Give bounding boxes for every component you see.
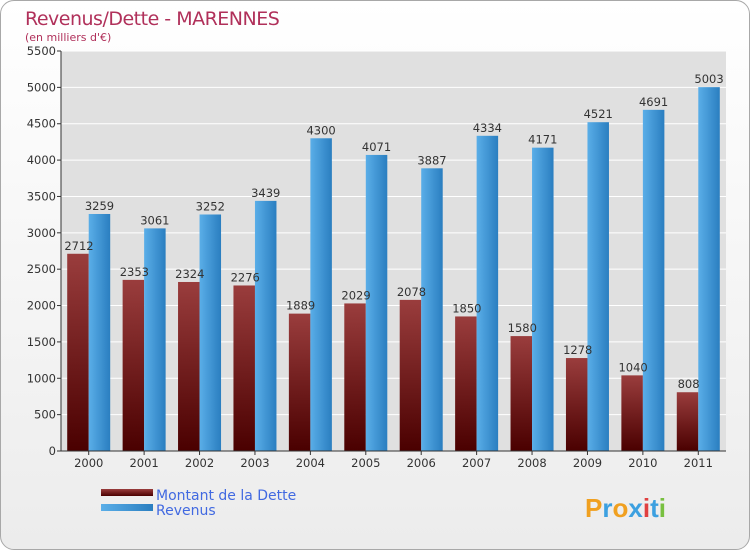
legend: Montant de la Dette Revenus (101, 488, 296, 519)
y-tick-label: 3500 (27, 189, 56, 203)
data-label: 1580 (508, 321, 537, 335)
bar-revenus (476, 135, 499, 452)
chart-subtitle: (en milliers d'€) (25, 31, 111, 44)
data-label: 2029 (341, 288, 370, 302)
legend-label-debt: Montant de la Dette (156, 488, 296, 504)
bar-debt (122, 279, 145, 451)
x-tick-label: 2002 (185, 456, 214, 470)
data-label: 4071 (362, 140, 391, 154)
data-label: 3252 (196, 199, 225, 213)
bar-debt (233, 285, 255, 451)
bar-debt (399, 299, 422, 451)
legend-swatch-revenus (101, 504, 153, 511)
x-tick-label: 2003 (240, 456, 269, 470)
bar-debt (510, 336, 533, 451)
x-tick-label: 2010 (628, 456, 657, 470)
bar-revenus (144, 228, 166, 451)
data-label: 5003 (694, 72, 723, 86)
y-tick-label: 5000 (27, 80, 56, 94)
data-label: 1040 (618, 360, 647, 374)
data-label: 4300 (306, 123, 335, 137)
bar-revenus (642, 109, 665, 451)
y-tick-label: 4000 (27, 153, 56, 167)
y-tick-label: 2000 (27, 299, 56, 313)
chart-title: Revenus/Dette - MARENNES (25, 8, 279, 30)
x-tick-label: 2006 (407, 456, 436, 470)
bars (67, 87, 720, 452)
data-label: 2353 (120, 265, 149, 279)
data-label: 3439 (251, 186, 280, 200)
data-label: 1278 (563, 343, 592, 357)
bar-revenus (421, 168, 443, 452)
data-label: 4521 (584, 107, 613, 121)
proxiti-logo-text: Proxiti (585, 493, 666, 523)
bar-revenus (310, 138, 332, 452)
data-label: 2078 (397, 285, 426, 299)
y-tick-label: 5500 (27, 44, 56, 58)
y-tick-label: 1000 (27, 371, 56, 385)
data-label: 3259 (85, 199, 114, 213)
bar-revenus (365, 154, 388, 451)
x-tick-label: 2000 (74, 456, 103, 470)
legend-swatch-debt (101, 489, 153, 496)
x-tick-label: 2009 (573, 456, 602, 470)
data-label: 4334 (473, 121, 502, 135)
bar-revenus (587, 122, 609, 451)
legend-label-revenus: Revenus (156, 503, 216, 519)
bar-debt (288, 313, 311, 451)
bar-revenus (199, 214, 222, 451)
bar-debt (178, 281, 200, 451)
y-tick-label: 3000 (27, 226, 56, 240)
data-label: 2324 (175, 267, 204, 281)
data-label: 1850 (452, 301, 481, 315)
data-label: 2712 (64, 239, 93, 253)
bar-debt (344, 303, 366, 451)
bar-revenus (254, 200, 277, 451)
data-label: 2276 (231, 270, 260, 284)
x-tick-label: 2001 (129, 456, 158, 470)
data-label: 3061 (140, 213, 169, 227)
y-tick-label: 4500 (27, 117, 56, 131)
y-tick-label: 0 (49, 444, 56, 458)
bar-revenus (698, 87, 720, 452)
y-tick-label: 500 (34, 408, 56, 422)
x-tick-label: 2007 (462, 456, 491, 470)
bar-revenus (88, 213, 111, 451)
y-tick-label: 1500 (27, 335, 56, 349)
plot-area (61, 51, 726, 451)
x-tick-label: 2004 (296, 456, 325, 470)
y-axis-ticks: 0 500 1000 1500 2000 2500 3000 3500 4000 4500 5000… (27, 44, 61, 458)
data-label: 1889 (286, 299, 315, 313)
y-tick-label: 2500 (27, 262, 56, 276)
x-tick-label: 2005 (351, 456, 380, 470)
grid-lines (61, 50, 726, 416)
bar-debt (67, 253, 89, 451)
bar-revenus (532, 147, 554, 451)
bar-debt (565, 358, 588, 451)
x-tick-label: 2008 (517, 456, 546, 470)
proxiti-logo: Proxiti (585, 493, 666, 523)
bar-debt (676, 392, 699, 451)
data-label: 4691 (639, 95, 668, 109)
x-axis-ticks: 2000 2001 2002 2003 2004 2005 2006 2007 2008 2009… (74, 451, 713, 470)
data-label: 808 (678, 377, 700, 391)
x-tick-label: 2011 (684, 456, 713, 470)
data-labels: 2712 3259 2353 3061 2324 3252 2276 3439 1889 4300… (64, 72, 723, 391)
data-label: 4171 (528, 133, 557, 147)
data-label: 3887 (417, 153, 446, 167)
bar-debt (621, 375, 643, 451)
bar-debt (455, 316, 477, 451)
